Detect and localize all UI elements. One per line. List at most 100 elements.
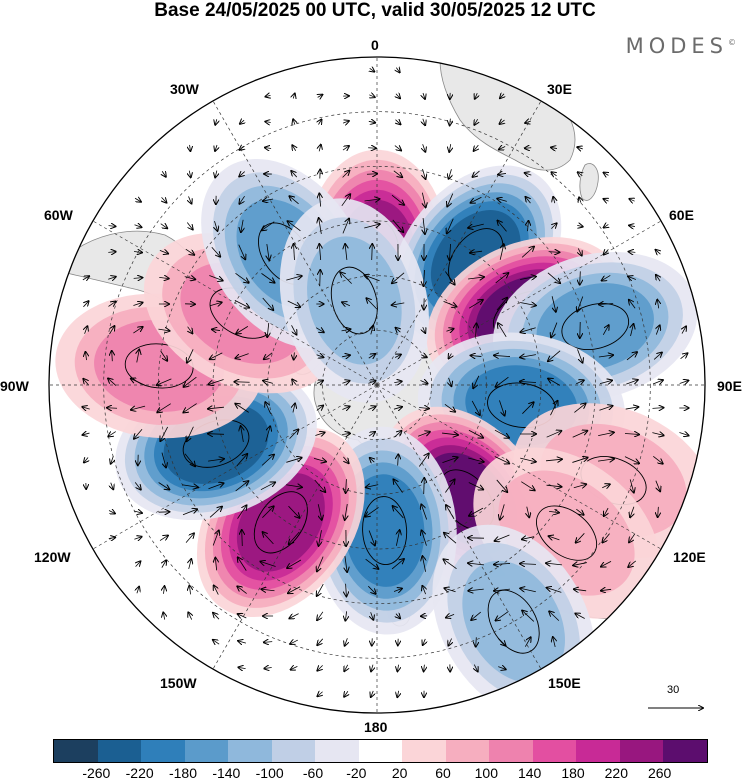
lon-label-90e: 90E [717, 378, 742, 394]
wind-arrow [393, 407, 402, 409]
wind-arrow [599, 380, 612, 383]
wind-arrow [134, 198, 141, 202]
wind-arrow [190, 144, 191, 151]
wind-arrow [497, 221, 507, 232]
wind-arrow [184, 453, 195, 466]
wind-arrow [546, 431, 562, 438]
wind-arrow [293, 94, 295, 99]
wind-arrow [652, 433, 663, 436]
wind-arrow [364, 275, 380, 282]
wind-arrow [189, 586, 190, 595]
wind-arrow [317, 556, 324, 572]
wind-arrow [162, 171, 166, 176]
wind-arrow [468, 457, 484, 462]
wind-arrow [182, 509, 197, 516]
wind-arrow [108, 277, 115, 280]
meridian-line [376, 100, 542, 386]
wind-arrow [212, 329, 221, 330]
wind-arrow [137, 350, 139, 363]
wind-arrow [551, 172, 556, 176]
wind-arrow [317, 638, 324, 645]
wind-arrow [340, 272, 352, 284]
wind-arrow [214, 585, 219, 595]
wind-arrow [187, 349, 194, 362]
wind-arrow [576, 533, 585, 542]
wind-arrow [446, 505, 455, 520]
wind-arrow [546, 563, 562, 565]
wind-arrow [369, 95, 374, 97]
wind-arrow [444, 559, 457, 569]
wind-arrow [494, 429, 509, 438]
wind-arrow [392, 219, 403, 232]
wind-arrow [497, 199, 507, 202]
wind-arrow [574, 589, 587, 591]
wind-arrow [264, 352, 273, 359]
wind-arrow [471, 611, 482, 620]
wind-arrow [184, 277, 196, 280]
reference-vector-label: 30 [667, 684, 680, 696]
wind-arrow [208, 379, 224, 385]
wind-arrow [577, 349, 582, 362]
wind-arrow [365, 507, 379, 516]
wind-arrow [292, 145, 295, 150]
wind-arrow [520, 382, 537, 383]
wind-arrow [112, 351, 113, 362]
wind-arrow [133, 303, 142, 306]
wind-arrow [652, 408, 664, 409]
wind-arrow [679, 381, 689, 384]
wind-arrow [602, 533, 610, 543]
wind-arrow [133, 278, 143, 279]
colorbar-tick-label: -180 [168, 765, 198, 781]
wind-arrow [236, 326, 249, 333]
wind-arrow [444, 588, 456, 592]
wind-arrow [500, 94, 504, 98]
wind-arrow [547, 272, 560, 283]
wind-arrow [289, 196, 299, 205]
wind-arrow [656, 325, 659, 335]
wind-arrow [265, 426, 270, 442]
wind-arrow [396, 530, 399, 546]
wind-arrow [186, 222, 192, 229]
wind-arrow [262, 221, 275, 231]
wind-arrow [499, 400, 504, 415]
wind-arrow [185, 248, 194, 255]
wind-arrow [368, 585, 375, 594]
wind-arrow [157, 403, 171, 413]
wind-arrow [239, 172, 244, 177]
wind-arrow [238, 557, 247, 571]
wind-arrow [602, 275, 611, 280]
wind-arrow [368, 354, 375, 358]
wind-arrow [598, 355, 613, 357]
wind-arrow [134, 429, 143, 438]
wind-arrow [449, 377, 452, 386]
wind-arrow [315, 432, 324, 435]
colorbar-tick-label: -20 [346, 765, 367, 781]
meridian-line [92, 384, 378, 550]
wind-arrow [131, 379, 146, 386]
wind-arrow [476, 323, 477, 337]
wind-arrow [598, 459, 614, 461]
colorbar-swatch [141, 740, 185, 762]
brand-text: MODES [625, 34, 728, 58]
wind-arrow [133, 511, 142, 513]
wind-vectors [82, 68, 688, 698]
wind-arrow [108, 432, 116, 437]
wind-arrow [288, 221, 301, 232]
wind-arrow [548, 252, 560, 253]
wind-arrow [630, 479, 634, 492]
wind-arrow [628, 277, 637, 280]
wind-arrow [289, 531, 300, 544]
wind-arrow [318, 95, 323, 98]
colorbar-tick-label: -60 [302, 765, 324, 781]
colorbar-swatch [358, 740, 402, 762]
wind-arrow [187, 426, 194, 441]
wind-arrow [630, 506, 634, 518]
wind-arrow [604, 173, 609, 176]
wind-arrow [395, 120, 400, 125]
wind-arrow [210, 302, 221, 305]
wind-arrow [111, 482, 114, 490]
wind-arrow [528, 221, 529, 232]
meridian-line [92, 220, 378, 386]
wind-arrow [188, 612, 191, 620]
wind-arrow [423, 218, 425, 234]
